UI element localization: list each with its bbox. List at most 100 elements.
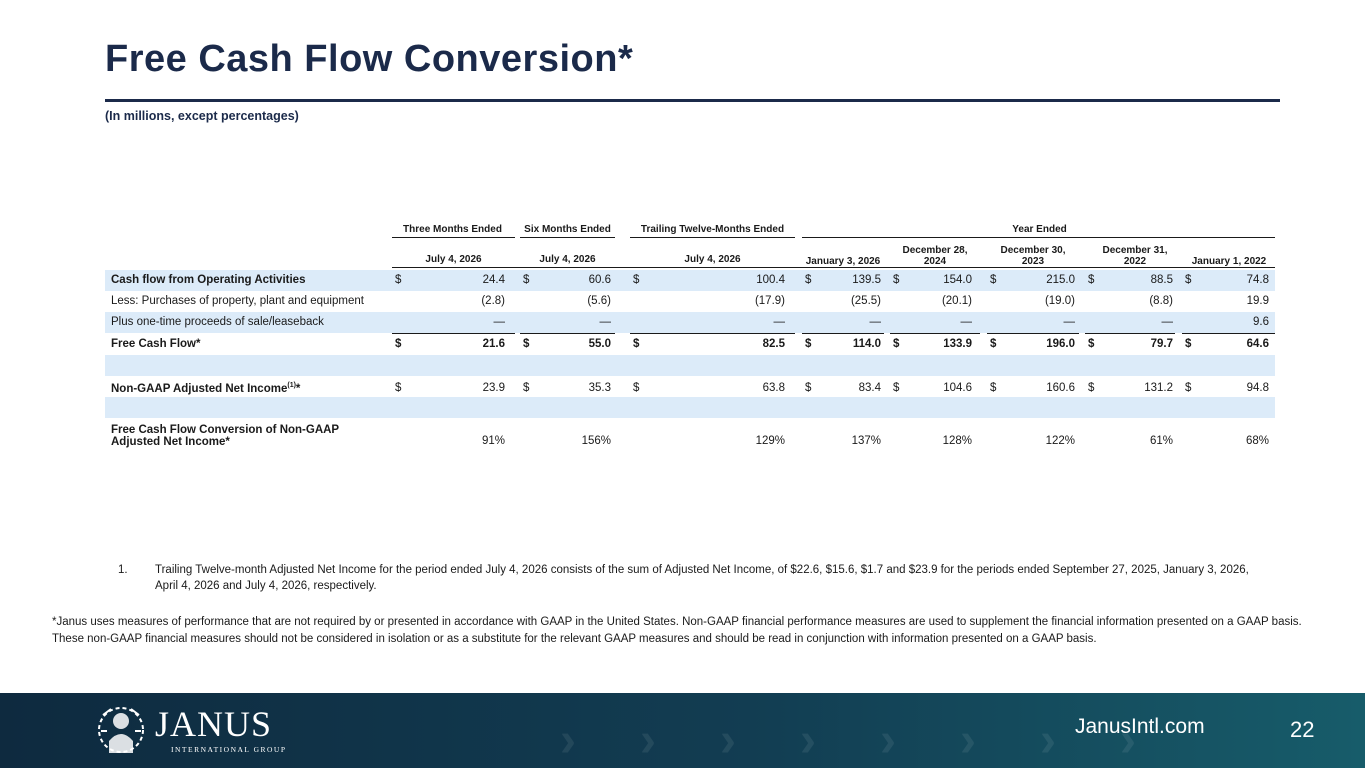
cell-value: — bbox=[493, 316, 506, 328]
currency-symbol: $ bbox=[990, 382, 997, 394]
subtotal-rule bbox=[630, 333, 795, 334]
cell-value: (8.8) bbox=[1149, 295, 1173, 307]
cell-value: 128% bbox=[942, 435, 972, 447]
cell-value: 139.5 bbox=[852, 274, 881, 286]
table-row-capex: Less: Purchases of property, plant and e… bbox=[105, 291, 1275, 312]
cell-value: (25.5) bbox=[850, 295, 881, 307]
currency-symbol: $ bbox=[893, 382, 900, 394]
table-spacer-row bbox=[105, 397, 1275, 418]
cell-value: 100.4 bbox=[756, 274, 785, 286]
row-label: Cash flow from Operating Activities bbox=[111, 274, 306, 286]
title-divider bbox=[105, 99, 1280, 102]
currency-symbol: $ bbox=[990, 338, 997, 350]
cell-value: 137% bbox=[851, 435, 881, 447]
col-header-7: December 31, 2022 bbox=[1102, 245, 1168, 267]
cell-value: 19.9 bbox=[1246, 295, 1269, 307]
cell-value: 24.4 bbox=[482, 274, 505, 286]
cell-value: — bbox=[869, 316, 882, 328]
cell-value: 122% bbox=[1045, 435, 1075, 447]
currency-symbol: $ bbox=[805, 382, 812, 394]
header-rule bbox=[392, 267, 1275, 268]
col-header-3: July 4, 2026 bbox=[684, 254, 741, 265]
cell-value: 21.6 bbox=[482, 338, 505, 350]
currency-symbol: $ bbox=[523, 382, 530, 394]
footnote-text: Trailing Twelve-month Adjusted Net Incom… bbox=[155, 564, 1249, 592]
row-label: Free Cash Flow* bbox=[111, 338, 201, 350]
row-label: Plus one-time proceeds of sale/leaseback bbox=[111, 316, 324, 328]
cell-value: 55.0 bbox=[588, 338, 611, 350]
cell-value: — bbox=[1161, 316, 1174, 328]
col-header-6: December 30, 2023 bbox=[1000, 245, 1066, 267]
chevron-decoration-icon: › bbox=[560, 714, 576, 767]
group-rule-trailing bbox=[630, 237, 795, 238]
cell-value: 61% bbox=[1149, 435, 1173, 447]
janus-logo-icon bbox=[98, 707, 144, 753]
currency-symbol: $ bbox=[633, 382, 640, 394]
currency-symbol: $ bbox=[1088, 338, 1095, 350]
currency-symbol: $ bbox=[633, 338, 640, 350]
website-link[interactable]: JanusIntl.com bbox=[1075, 715, 1205, 738]
group-rule-six-months bbox=[520, 237, 615, 238]
cell-value: — bbox=[599, 316, 612, 328]
table-row-adjusted-net-income: Non-GAAP Adjusted Net Income(1)* $ 23.9 … bbox=[105, 378, 1275, 399]
currency-symbol: $ bbox=[1088, 274, 1095, 286]
row-label: Less: Purchases of property, plant and e… bbox=[111, 295, 364, 307]
chevron-decoration-icon: › bbox=[800, 714, 816, 767]
col-header-4: January 3, 2026 bbox=[805, 256, 881, 267]
table-row-free-cash-flow: Free Cash Flow* $ 21.6 $ 55.0 $ 82.5 $ 1… bbox=[105, 334, 1275, 355]
cell-value: 68% bbox=[1245, 435, 1269, 447]
page-subtitle: (In millions, except percentages) bbox=[105, 109, 299, 123]
page-number: 22 bbox=[1290, 717, 1315, 742]
table-spacer-row bbox=[105, 355, 1275, 376]
currency-symbol: $ bbox=[633, 274, 640, 286]
row-label-line2: Adjusted Net Income* bbox=[111, 436, 230, 448]
col-header-5: December 28, 2024 bbox=[902, 245, 968, 267]
col-header-2: July 4, 2026 bbox=[539, 254, 596, 265]
cell-value: 23.9 bbox=[482, 382, 505, 394]
row-label-line1: Free Cash Flow Conversion of Non-GAAP bbox=[111, 424, 340, 436]
cell-value: 79.7 bbox=[1150, 338, 1173, 350]
cell-value: 88.5 bbox=[1150, 274, 1173, 286]
cell-value: 133.9 bbox=[943, 338, 972, 350]
subtotal-rule bbox=[392, 333, 515, 334]
subtotal-rule bbox=[987, 333, 1079, 334]
cell-value: 63.8 bbox=[762, 382, 785, 394]
group-header-six-months: Six Months Ended bbox=[524, 224, 611, 235]
page-title: Free Cash Flow Conversion* bbox=[105, 38, 634, 80]
subtotal-rule bbox=[890, 333, 980, 334]
cell-value: (20.1) bbox=[941, 295, 972, 307]
currency-symbol: $ bbox=[805, 338, 812, 350]
cell-value: 156% bbox=[581, 435, 611, 447]
cell-value: 83.4 bbox=[858, 382, 881, 394]
cell-value: (19.0) bbox=[1044, 295, 1075, 307]
cell-value: — bbox=[960, 316, 973, 328]
cell-value: 215.0 bbox=[1046, 274, 1075, 286]
cell-value: (17.9) bbox=[754, 295, 785, 307]
currency-symbol: $ bbox=[523, 274, 530, 286]
cell-value: 64.6 bbox=[1246, 338, 1269, 350]
group-rule-three-months bbox=[392, 237, 515, 238]
currency-symbol: $ bbox=[1185, 382, 1192, 394]
cell-value: (2.8) bbox=[481, 295, 505, 307]
col-header-1: July 4, 2026 bbox=[425, 254, 482, 265]
cell-value: 104.6 bbox=[943, 382, 972, 394]
cell-value: — bbox=[773, 316, 786, 328]
currency-symbol: $ bbox=[805, 274, 812, 286]
cell-value: 9.6 bbox=[1253, 316, 1269, 328]
group-header-trailing-twelve-months: Trailing Twelve-Months Ended bbox=[640, 224, 785, 235]
currency-symbol: $ bbox=[1185, 338, 1192, 350]
group-header-year-ended: Year Ended bbox=[1012, 224, 1067, 235]
subtotal-rule bbox=[802, 333, 884, 334]
non-gaap-disclaimer: *Janus uses measures of performance that… bbox=[52, 616, 1302, 645]
group-header-three-months: Three Months Ended bbox=[403, 224, 502, 235]
currency-symbol: $ bbox=[990, 274, 997, 286]
chevron-decoration-icon: › bbox=[880, 714, 896, 767]
table-row-sale-leaseback: Plus one-time proceeds of sale/leaseback… bbox=[105, 312, 1275, 333]
company-logo-subtext: INTERNATIONAL GROUP bbox=[171, 745, 287, 754]
group-rule-year-ended bbox=[802, 237, 1275, 238]
currency-symbol: $ bbox=[395, 274, 402, 286]
subtotal-rule bbox=[1182, 333, 1275, 334]
chevron-decoration-icon: › bbox=[1120, 714, 1136, 767]
cell-value: 160.6 bbox=[1046, 382, 1075, 394]
currency-symbol: $ bbox=[1185, 274, 1192, 286]
